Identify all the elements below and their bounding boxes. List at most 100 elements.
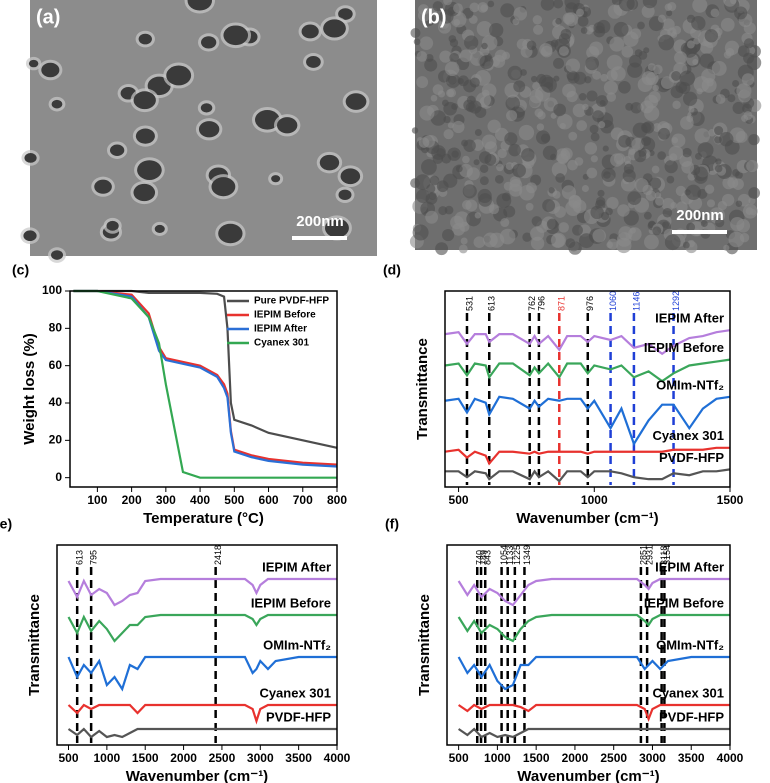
texture-grain (481, 42, 488, 50)
texture-grain (672, 25, 682, 35)
texture-grain (558, 222, 569, 233)
pore (24, 153, 37, 163)
texture-grain (697, 142, 714, 159)
texture-grain (513, 80, 526, 93)
series-label: IEPIM After (655, 311, 724, 326)
pore (218, 223, 243, 244)
series-line (457, 577, 730, 607)
pore (338, 189, 352, 201)
texture-grain (725, 47, 735, 57)
texture-grain (590, 155, 598, 163)
y-tick-label: 20 (49, 433, 63, 447)
reference-label: 1349 (522, 545, 532, 565)
texture-grain (540, 76, 557, 93)
texture-grain (506, 110, 518, 122)
texture-grain (674, 51, 688, 65)
texture-grain (730, 216, 745, 232)
texture-grain (649, 177, 662, 190)
texture-grain (580, 27, 588, 34)
texture-grain (452, 120, 465, 134)
texture-grain (670, 85, 684, 99)
texture-grain (513, 6, 528, 21)
texture-grain (692, 0, 708, 13)
texture-grain (474, 212, 482, 219)
texture-grain (577, 15, 589, 27)
pore (51, 250, 64, 260)
series-line (444, 329, 731, 356)
texture-grain (660, 76, 674, 90)
y-tick-label: 0 (55, 470, 62, 484)
reference-label: 740 (475, 550, 485, 565)
x-axis-label: Wavenumber (cm⁻¹) (516, 510, 658, 527)
pore (109, 144, 125, 156)
texture-grain (727, 94, 736, 103)
series-label: IEPIM After (655, 559, 724, 574)
reference-label: 613 (75, 550, 85, 565)
texture-grain (686, 40, 695, 49)
texture-grain (468, 100, 482, 114)
texture-grain (690, 111, 705, 126)
texture-grain (658, 127, 671, 140)
texture-grain (618, 81, 631, 94)
texture-grain (525, 202, 534, 211)
texture-grain (599, 100, 606, 107)
texture-grain (458, 244, 468, 254)
pore (345, 93, 367, 110)
series-line (73, 289, 338, 466)
texture-grain (662, 221, 670, 229)
texture-grain (741, 114, 749, 122)
texture-grain (451, 150, 459, 158)
texture-grain (748, 197, 756, 205)
series-label: IEPIM Before (644, 340, 724, 355)
texture-grain (551, 232, 566, 248)
pore (133, 183, 156, 202)
x-tick-label: 1000 (484, 751, 511, 765)
texture-grain (710, 8, 720, 18)
pore (94, 179, 112, 194)
texture-grain (671, 133, 686, 148)
texture-grain (743, 38, 755, 49)
texture-grain (446, 73, 461, 88)
texture-grain (700, 220, 708, 228)
texture-grain (469, 2, 480, 13)
pore (137, 160, 162, 180)
texture-grain (603, 80, 618, 95)
pore (271, 175, 281, 183)
texture-grain (540, 133, 551, 143)
x-tick-label: 2000 (170, 751, 197, 765)
texture-grain (419, 36, 434, 50)
texture-grain (672, 100, 681, 110)
texture-grain (448, 35, 457, 43)
texture-grain (643, 47, 650, 54)
x-tick-label: 700 (293, 493, 313, 507)
texture-grain (531, 75, 538, 83)
x-tick-label: 3500 (285, 751, 312, 765)
texture-grain (479, 176, 489, 186)
reference-label: 2931 (644, 545, 654, 565)
texture-grain (581, 184, 589, 193)
texture-grain (499, 228, 516, 245)
pore (324, 218, 349, 238)
y-tick-label: 60 (49, 358, 63, 372)
texture-grain (421, 159, 437, 175)
texture-grain (622, 169, 636, 183)
reference-label: 843 (483, 550, 493, 565)
texture-grain (729, 127, 746, 144)
texture-grain (552, 190, 561, 199)
series-label: OMIm-NTf₂ (656, 637, 724, 652)
texture-grain (443, 0, 452, 6)
texture-grain (555, 173, 565, 183)
texture-grain (739, 232, 750, 243)
plot-frame (444, 290, 731, 488)
texture-grain (680, 116, 694, 130)
texture-grain (746, 160, 759, 173)
texture-grain (564, 12, 579, 27)
texture-grain (590, 205, 604, 220)
texture-grain (519, 185, 535, 201)
texture-grain (715, 218, 725, 228)
texture-grain (606, 92, 617, 102)
texture-grain (496, 193, 512, 209)
texture-grain (637, 21, 645, 30)
series-label: PVDF-HFP (266, 709, 331, 724)
